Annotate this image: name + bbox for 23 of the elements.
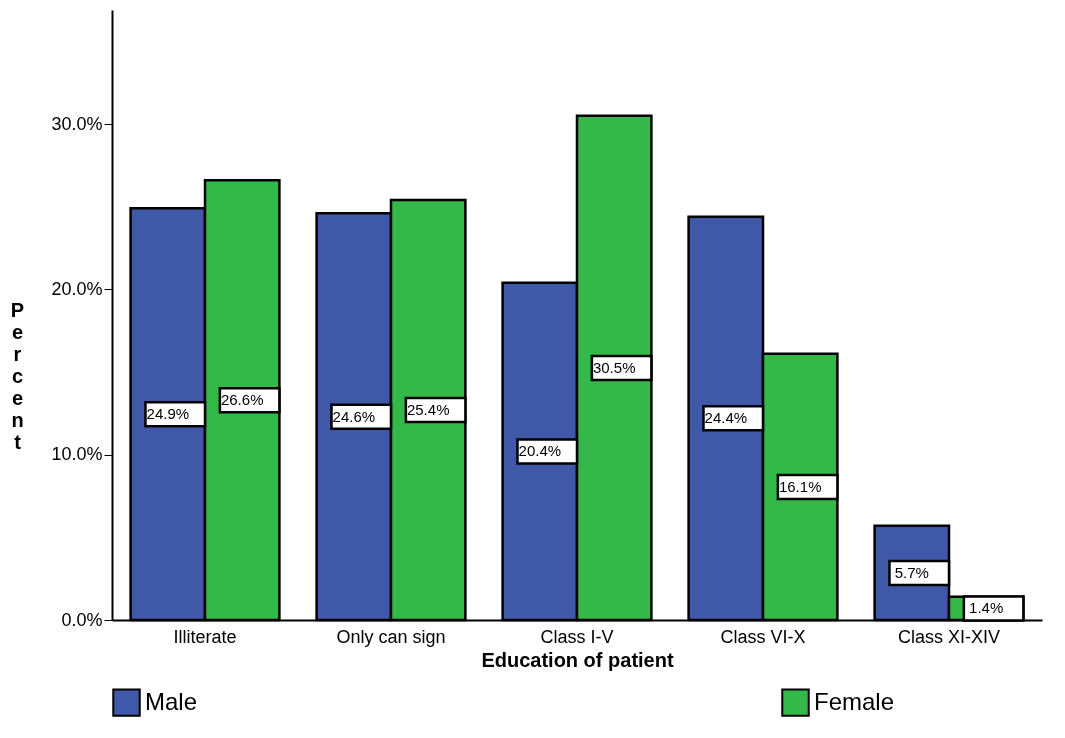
x-axis-title: Education of patient bbox=[481, 648, 674, 671]
y-tick-label: 10.0% bbox=[51, 444, 103, 465]
y-tick-label: 20.0% bbox=[51, 278, 103, 299]
data-label: 20.4% bbox=[518, 442, 562, 460]
data-label: 30.5% bbox=[592, 358, 636, 376]
x-tick-label: Class XI-XIV bbox=[897, 626, 1001, 647]
x-tick-label: Class I-V bbox=[540, 626, 614, 647]
legend-label: Female bbox=[814, 687, 895, 715]
data-label: 1.4% bbox=[969, 599, 1004, 617]
x-tick-label: Illiterate bbox=[173, 626, 237, 647]
legend-label: Male bbox=[145, 687, 198, 715]
data-label: 25.4% bbox=[406, 401, 450, 419]
y-tick-label: 0.0% bbox=[61, 609, 103, 630]
y-axis-title: Percent bbox=[10, 298, 25, 453]
y-tick-label: 30.0% bbox=[51, 113, 103, 134]
x-tick-label: Only can sign bbox=[336, 626, 446, 647]
data-label: 24.4% bbox=[704, 409, 748, 427]
x-tick-label: Class VI-X bbox=[720, 626, 806, 647]
data-label: 24.9% bbox=[146, 405, 190, 423]
data-label: 24.6% bbox=[332, 407, 376, 425]
data-label: 26.6% bbox=[220, 391, 264, 409]
data-label: 16.1% bbox=[778, 477, 822, 495]
data-label: 5.7% bbox=[894, 563, 929, 581]
